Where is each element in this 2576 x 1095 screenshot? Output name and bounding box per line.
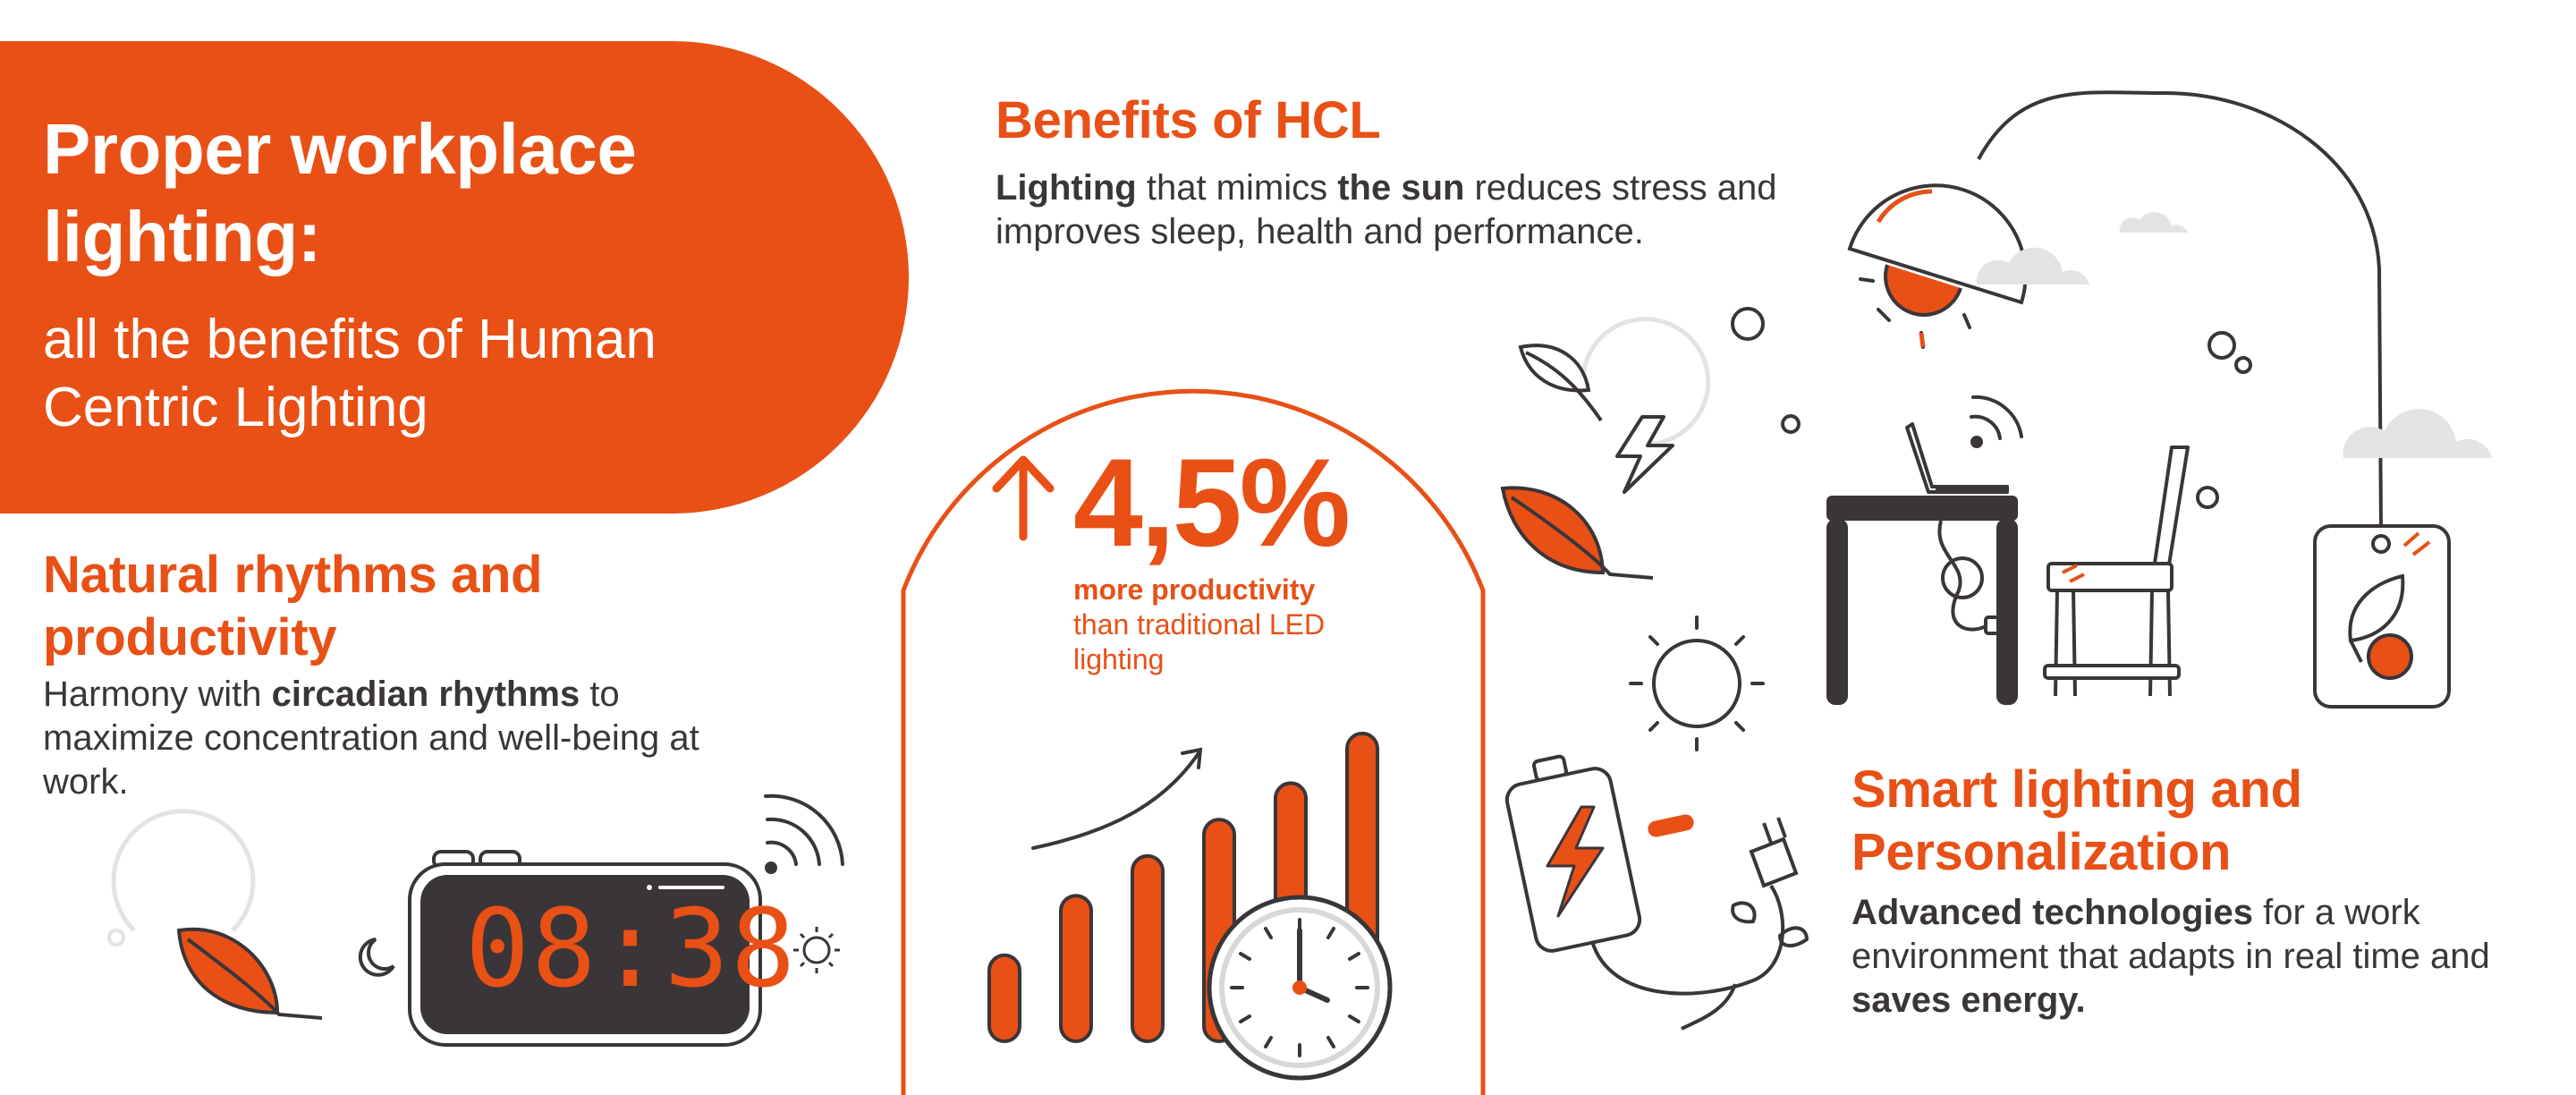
battery-icon bbox=[1504, 754, 1694, 953]
emphasis-text: circadian rhythms bbox=[271, 675, 580, 714]
cable-icon bbox=[1937, 520, 2007, 635]
lightning-icon bbox=[1615, 415, 1674, 494]
body-text: that mimics bbox=[1136, 168, 1338, 208]
moon-icon bbox=[358, 938, 395, 977]
body-text: Harmony with bbox=[43, 675, 272, 714]
productivity-bar bbox=[1131, 853, 1165, 1043]
hero-subtitle: all the benefits of Human Centric Lighti… bbox=[43, 309, 657, 438]
leaf-icon bbox=[176, 927, 323, 1020]
productivity-bar bbox=[987, 953, 1021, 1044]
arrow-up-icon bbox=[992, 455, 1055, 541]
body-text: for a work environment that adapts in re… bbox=[1852, 893, 2490, 976]
body-text: to maximize concentration and well-being… bbox=[43, 675, 699, 802]
stat-value: 4,5% bbox=[1073, 432, 1351, 573]
emphasis-text: the sun bbox=[1337, 168, 1465, 208]
hero-banner bbox=[0, 41, 909, 514]
alarm-clock-time: 08:38 bbox=[465, 887, 798, 1012]
smart-text: Advanced technologies for a work environ… bbox=[1852, 891, 2531, 1023]
stat-arch-frame bbox=[901, 388, 1486, 1095]
alarm-clock-icon bbox=[408, 850, 762, 1047]
chair-icon bbox=[2043, 446, 2190, 697]
benefits-text: Lighting that mimics the sun reduces str… bbox=[996, 166, 1854, 254]
body-text: reduces stress and improves sleep, healt… bbox=[996, 168, 1777, 251]
cloud-icon bbox=[1976, 212, 2492, 458]
trend-arrow-icon bbox=[1031, 747, 1203, 850]
desk-icon bbox=[1826, 496, 2018, 705]
stat-caption: more productivity than traditional LED l… bbox=[1073, 573, 1377, 677]
decorative-arc bbox=[1580, 317, 1711, 447]
clock-icon bbox=[1207, 895, 1393, 1081]
stat-caption-rest: than traditional LED lighting bbox=[1073, 608, 1326, 675]
leaf-icon bbox=[1500, 486, 1654, 580]
decorative-arc bbox=[111, 809, 256, 932]
benefits-title: Benefits of HCL bbox=[996, 91, 1381, 149]
stat-caption-bold: more productivity bbox=[1073, 573, 1316, 606]
smart-plug-icon bbox=[2313, 524, 2451, 709]
smart-title: Smart lighting and Personalization bbox=[1852, 760, 2302, 881]
wifi-icon bbox=[1970, 395, 2023, 448]
emphasis-text: Lighting bbox=[996, 168, 1137, 208]
rhythms-text: Harmony with circadian rhythms to maximi… bbox=[43, 673, 723, 804]
hero-title: Proper workplace lighting: bbox=[43, 109, 637, 276]
lamp-icon bbox=[1847, 90, 2383, 531]
sun-icon bbox=[1629, 615, 1765, 751]
laptop-icon bbox=[1905, 422, 2009, 494]
plug-icon bbox=[1590, 817, 1809, 1031]
productivity-bar bbox=[1059, 894, 1093, 1044]
emphasis-text: saves energy. bbox=[1852, 980, 2086, 1020]
leaf-outline-icon bbox=[1518, 344, 1603, 422]
wifi-icon bbox=[764, 794, 844, 874]
rhythms-title: Natural rhythms and productivity bbox=[43, 546, 543, 666]
small-sun-icon bbox=[793, 927, 840, 973]
emphasis-text: Advanced technologies bbox=[1852, 893, 2253, 932]
